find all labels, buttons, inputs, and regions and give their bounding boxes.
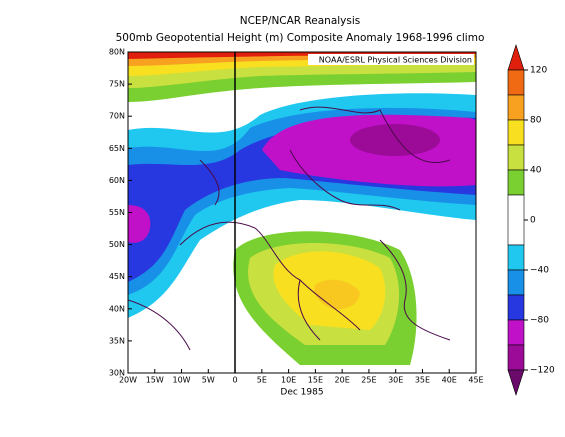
date-label: Dec 1985 — [280, 388, 323, 398]
lat-label: 35N — [109, 336, 125, 345]
lat-label: 40N — [109, 304, 125, 313]
title: NCEP/NCAR Reanalysis — [240, 15, 361, 27]
lat-label: 60N — [109, 176, 125, 185]
lat-label: 65N — [109, 144, 125, 153]
subtitle: 500mb Geopotential Height (m) Composite … — [116, 32, 485, 44]
credit: NOAA/ESRL Physical Sciences Division — [319, 56, 472, 65]
lon-label: 35E — [415, 376, 430, 385]
lon-label: 30E — [388, 376, 403, 385]
colorbar — [507, 44, 525, 396]
lat-label: 30N — [109, 369, 125, 378]
lat-label: 70N — [109, 112, 125, 121]
credit-box — [308, 54, 474, 65]
colorbar-label: 40 — [530, 166, 542, 176]
colorbar-label: 120 — [530, 66, 547, 76]
lat-label: 75N — [109, 80, 125, 89]
lon-label: 20W — [119, 376, 137, 385]
lat-label: 50N — [109, 240, 125, 249]
lon-label: 25E — [361, 376, 376, 385]
lat-label: 80N — [109, 48, 125, 57]
lon-label: 10E — [281, 376, 296, 385]
colorbar-label: 80 — [530, 116, 542, 126]
lat-label: 55N — [109, 208, 125, 217]
lon-label: 45E — [468, 376, 483, 385]
lat-label: 45N — [109, 272, 125, 281]
colorbar-label: −80 — [530, 316, 549, 326]
lon-label: 15E — [308, 376, 323, 385]
lon-label: 20E — [335, 376, 350, 385]
colorbar-label: −120 — [530, 366, 555, 376]
colorbar-label: −40 — [530, 266, 549, 276]
lon-label: 0 — [233, 376, 238, 385]
lon-label: 5W — [202, 376, 215, 385]
anomaly-field — [128, 52, 476, 373]
lon-label: 5E — [257, 376, 267, 385]
lon-label: 40E — [442, 376, 457, 385]
lon-label: 15W — [146, 376, 164, 385]
lon-label: 10W — [172, 376, 190, 385]
colorbar-label: 0 — [530, 216, 536, 226]
